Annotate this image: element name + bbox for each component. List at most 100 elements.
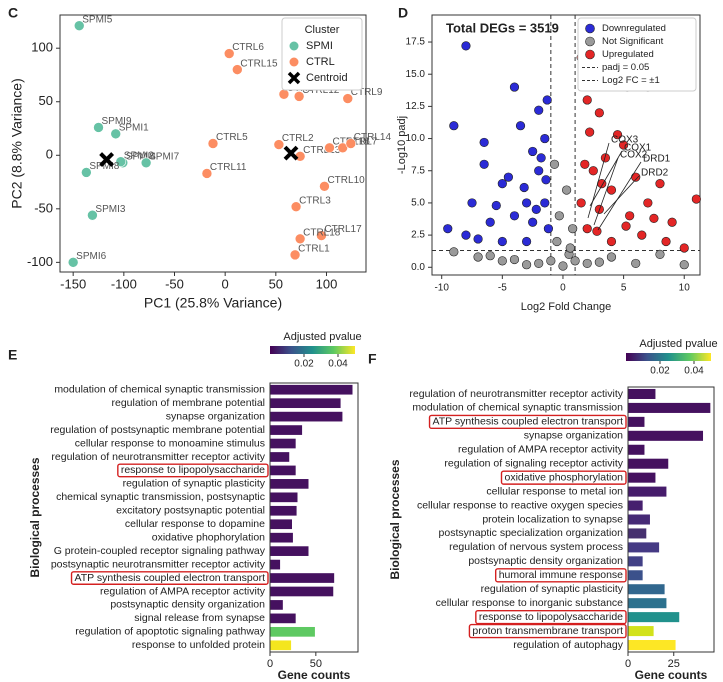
y-tick-label: -100 [27, 254, 53, 269]
legend-label: CTRL [306, 56, 335, 68]
point-label: CTRL5 [216, 132, 248, 143]
y-tick-label: 0 [46, 147, 53, 162]
leader-line [589, 150, 623, 207]
bar [628, 430, 704, 441]
category-label: regulation of nervous system process [449, 541, 623, 553]
bar [628, 556, 643, 567]
point [585, 127, 595, 137]
point-label: CTRL2 [282, 133, 314, 144]
bar [628, 626, 654, 637]
point [473, 252, 483, 262]
category-label: regulation of neurotransmitter receptor … [51, 451, 265, 463]
x-axis-label: PC1 (25.8% Variance) [144, 295, 282, 311]
y-tick-label: 50 [39, 93, 53, 108]
point [655, 249, 665, 260]
point [479, 137, 489, 148]
point [582, 224, 592, 234]
point-label: CTRL3 [299, 195, 331, 206]
point [570, 256, 580, 266]
plot-frame [59, 14, 367, 273]
bar [270, 505, 297, 516]
highlight-box [500, 470, 627, 485]
point-label: CTRL9 [351, 87, 383, 98]
colorbar [626, 353, 711, 361]
category-label: humoral immune response [499, 569, 623, 581]
legend-marker [585, 36, 595, 47]
bar [270, 573, 335, 583]
bar [270, 465, 296, 476]
category-label: regulation of membrane potential [111, 397, 265, 409]
point [621, 221, 631, 231]
point [649, 213, 659, 223]
point [115, 156, 127, 168]
category-label: regulation of AMPA receptor activity [458, 444, 624, 456]
point [521, 260, 532, 270]
point [521, 198, 532, 208]
bar [628, 402, 711, 413]
x-tick-label: 0 [625, 658, 631, 670]
colorbar-tick-label: 0.02 [294, 359, 314, 370]
category-label: regulation of autophagy [513, 639, 624, 651]
point-label: CTRL15 [240, 58, 278, 69]
point [612, 130, 623, 140]
x-axis-label: Gene counts [278, 668, 351, 682]
bar [270, 600, 283, 610]
point-label: SPMI9 [102, 116, 132, 127]
point [294, 233, 306, 245]
point-label: CTRL6 [232, 42, 264, 53]
x-tick-label: 50 [269, 276, 283, 291]
x-tick-label: 100 [316, 276, 338, 291]
legend-marker [289, 57, 299, 67]
point [582, 95, 592, 105]
category-label: regulation of apoptotic signaling pathwa… [75, 626, 265, 638]
point [552, 236, 562, 247]
y-tick-label: 17.5 [406, 37, 426, 48]
category-label: cellular response to dopamine [125, 518, 265, 530]
category-label: regulation of signaling receptor activit… [444, 457, 623, 469]
bar [628, 444, 645, 455]
point [289, 249, 301, 261]
point [534, 258, 544, 269]
x-tick-label: 10 [679, 283, 691, 294]
point [568, 224, 578, 234]
point [201, 168, 213, 179]
plot-frame [269, 382, 359, 653]
point [631, 258, 641, 269]
point [679, 243, 689, 253]
point [540, 133, 550, 144]
point [443, 224, 453, 234]
x-tick-label: -10 [434, 283, 449, 294]
bar [270, 425, 303, 435]
bar [628, 640, 676, 651]
bar [270, 384, 353, 395]
category-label: postsynaptic density organization [468, 555, 623, 567]
point-label: SPMI6 [76, 251, 106, 262]
point [491, 200, 501, 211]
point [540, 198, 550, 208]
y-axis-label: Biological processes [28, 457, 42, 577]
bar [270, 559, 281, 570]
gene-label: DRD2 [641, 168, 669, 179]
point [207, 138, 219, 149]
point [528, 217, 538, 227]
category-label: regulation of AMPA receptor activity [100, 585, 266, 597]
bar [628, 598, 667, 609]
point [232, 64, 243, 75]
point-label: CTRL11 [210, 162, 247, 173]
category-label: excitatory postsynaptic potential [116, 505, 265, 517]
point [87, 209, 98, 221]
point [449, 247, 459, 257]
category-label: signal release from synapse [134, 612, 265, 624]
leader-line [603, 175, 640, 215]
category-label: regulation of synaptic plasticity [481, 583, 624, 595]
x-tick-label: 0 [222, 276, 229, 291]
point [594, 257, 604, 267]
point-label: SPMI4 [126, 151, 156, 162]
leader-line [597, 161, 642, 231]
point [293, 91, 305, 102]
bar [628, 472, 656, 483]
point [497, 236, 507, 247]
legend-label: Log2 FC = ±1 [602, 75, 660, 86]
category-label: ATP synthesis coupled electron transport [75, 572, 266, 584]
point [467, 198, 477, 208]
